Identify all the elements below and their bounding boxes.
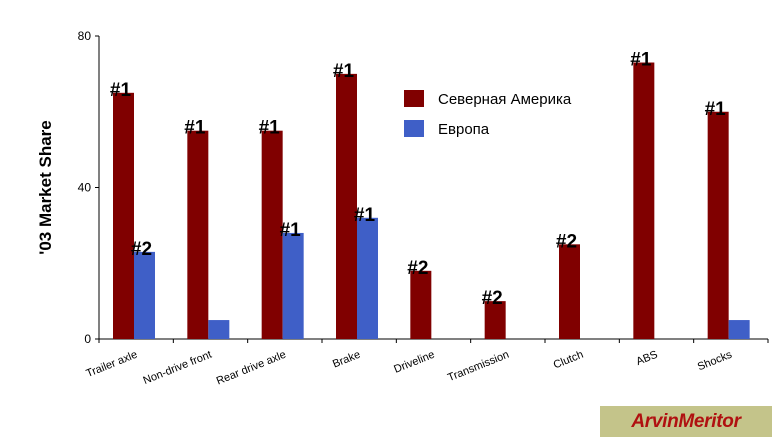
bar: [707, 111, 729, 339]
logo-text: ArvinMeritor: [631, 410, 741, 432]
bar-rank-label: #2: [131, 239, 152, 260]
legend-swatch: [404, 120, 424, 137]
bar: [208, 320, 230, 339]
bar-rank-label: #2: [482, 288, 503, 309]
y-tick-label: 0: [84, 332, 91, 346]
bar-rank-label: #1: [630, 50, 652, 71]
legend-label: Северная Америка: [438, 91, 572, 108]
bar-rank-label: #1: [333, 61, 355, 82]
bar: [728, 320, 750, 339]
market-share-chart: 0 40 80 '03 Market Share #1 #2 #1 #1 #1 #1 #1 #2 #2…: [36, 29, 769, 387]
bar: [357, 217, 378, 339]
bar-rank-label: #1: [110, 80, 132, 101]
arvinmeritor-logo: ArvinMeritor: [600, 406, 772, 437]
x-tick-label: Non-drive front: [141, 349, 213, 387]
bar-rank-label: #1: [259, 118, 281, 139]
bars: [113, 62, 750, 339]
bar-rank-label: #1: [280, 220, 302, 241]
bar: [113, 92, 134, 339]
bar: [261, 130, 283, 339]
x-tick-label: Brake: [331, 349, 362, 371]
y-axis-title: '03 Market Share: [36, 120, 55, 254]
legend-label: Европа: [438, 121, 490, 138]
x-tick-labels: Trailer axle Non-drive front Rear drive ax…: [85, 348, 735, 387]
bar: [187, 130, 209, 339]
bar-rank-label: #1: [184, 118, 206, 139]
bar-rank-label: #2: [556, 231, 577, 252]
bar: [134, 251, 155, 339]
y-tick-label: 40: [78, 181, 92, 195]
bar: [633, 62, 655, 339]
legend: Северная Америка Европа: [404, 90, 572, 138]
y-tick-label: 80: [78, 29, 92, 43]
bar-rank-label: #2: [407, 258, 428, 279]
x-tick-label: Clutch: [552, 349, 585, 372]
bar: [336, 73, 357, 339]
bar: [410, 270, 432, 339]
legend-swatch: [404, 90, 424, 107]
x-tick-label: Shocks: [696, 348, 734, 373]
bar-rank-label: #1: [705, 99, 727, 120]
x-tick-label: ABS: [635, 349, 660, 368]
bar-labels: #1 #2 #1 #1 #1 #1 #1 #2 #2 #2 #1 #1: [110, 50, 726, 310]
x-tick-label: Transmission: [446, 349, 511, 384]
bar-rank-label: #1: [354, 205, 376, 226]
x-tick-label: Driveline: [392, 349, 436, 376]
x-tick-label: Trailer axle: [85, 349, 140, 380]
bar: [559, 244, 580, 339]
bar: [484, 301, 506, 339]
bar: [282, 232, 304, 339]
x-tick-label: Rear drive axle: [215, 349, 288, 388]
